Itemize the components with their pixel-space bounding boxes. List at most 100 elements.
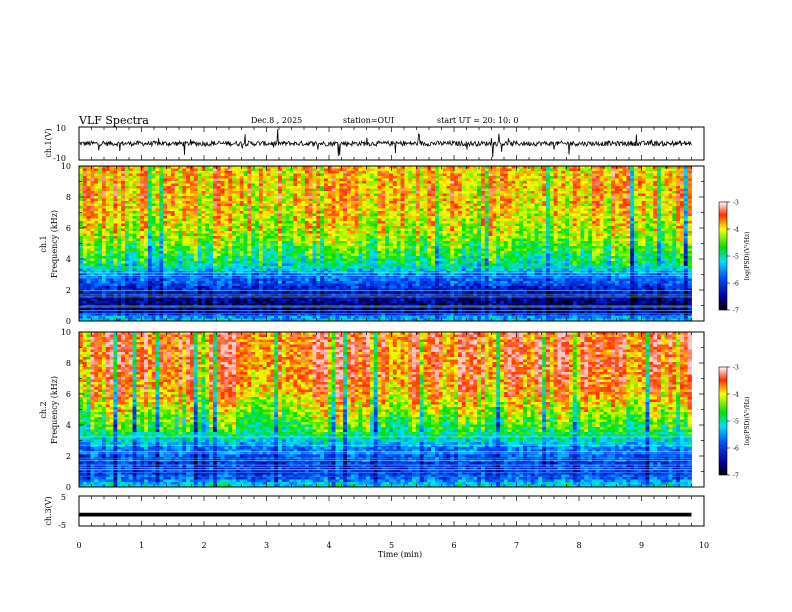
spectrogram-cell [209,224,213,227]
spectrogram-cell [186,244,190,247]
spectrogram-cell [370,266,374,269]
spectrogram-cell [270,271,274,274]
spectrogram-cell [328,259,332,262]
spectrogram-cell [136,206,140,209]
spectrogram-cell [113,216,117,219]
spectrogram-cell [374,181,378,184]
spectrogram-cell [270,296,274,299]
spectrogram-cell [335,269,339,272]
spectrogram-cell [106,236,110,239]
spectrogram-cell [110,284,114,287]
spectrogram-cell [236,179,240,182]
spectrogram-cell [374,199,378,202]
spectrogram-cell [286,306,290,309]
spectrogram-cell [129,249,133,252]
spectrogram-cell [328,214,332,217]
spectrogram-cell [113,289,117,292]
spectrogram-cell [98,231,102,234]
spectrogram-cell [90,301,94,304]
spectrogram-cell [125,179,129,182]
spectrogram-cell [113,209,117,212]
spectrogram-cell [293,306,297,309]
spectrogram-cell [320,271,324,274]
spectrogram-cell [240,229,244,232]
spectrogram-cell [297,191,301,194]
spectrogram-cell [224,246,228,249]
spectrogram-cell [335,174,339,177]
spectrogram-cell [328,236,332,239]
spectrogram-cell [117,194,121,197]
spectrogram-cell [320,306,324,309]
spectrogram-cell [240,169,244,172]
spectrogram-cell [255,284,259,287]
spectrogram-cell [240,276,244,279]
spectrogram-cell [163,281,167,284]
spectrogram-cell [121,171,125,174]
spectrogram-cell [366,266,370,269]
spectrogram-cell [309,234,313,237]
spectrogram-cell [358,236,362,239]
spectrogram-cell [167,181,171,184]
spectrogram-cell [378,224,382,227]
spectrogram-cell [293,249,297,252]
spectrogram-cell [202,209,206,212]
spectrogram-cell [309,226,313,229]
spectrogram-cell [224,276,228,279]
spectrogram-cell [113,219,117,222]
spectrogram-cell [362,239,366,242]
spectrogram-cell [362,286,366,289]
spectrogram-cell [293,204,297,207]
spectrogram-cell [90,179,94,182]
spectrogram-cell [171,301,175,304]
spectrogram-cell [171,216,175,219]
spectrogram-cell [221,249,225,252]
spectrogram-cell [305,271,309,274]
spectrogram-cell [343,264,347,267]
spectrogram-cell [259,289,263,292]
spectrogram-cell [133,289,137,292]
spectrogram-cell [263,206,267,209]
spectrogram-cell [309,231,313,234]
spectrogram-cell [316,284,320,287]
spectrogram-cell [205,179,209,182]
spectrogram-cell [209,306,213,309]
spectrogram-cell [182,199,186,202]
spectrogram-cell [121,179,125,182]
spectrogram-cell [267,276,271,279]
spectrogram-cell [301,229,305,232]
spectrogram-cell [190,291,194,294]
spectrogram-cell [370,296,374,299]
spectrogram-cell [194,209,198,212]
spectrogram-cell [144,289,148,292]
spectrogram-cell [144,316,148,319]
spectrogram-cell [171,196,175,199]
spectrogram-cell [255,224,259,227]
spectrogram-cell [90,234,94,237]
spectrogram-cell [332,206,336,209]
spectrogram-cell [217,279,221,282]
spectrogram-cell [205,316,209,319]
spectrogram-cell [213,214,217,217]
spectrogram-cell [163,179,167,182]
spectrogram-cell [167,209,171,212]
spectrogram-cell [236,261,240,264]
spectrogram-cell [270,216,274,219]
spectrogram-cell [366,199,370,202]
spectrogram-cell [236,239,240,242]
spectrogram-cell [313,179,317,182]
spectrogram-cell [236,281,240,284]
spectrogram-cell [362,209,366,212]
spectrogram-cell [362,279,366,282]
spectrogram-cell [293,244,297,247]
spectrogram-cell [316,209,320,212]
spectrogram-cell [167,276,171,279]
spectrogram-cell [87,169,91,172]
spectrogram-cell [213,259,217,262]
spectrogram-cell [274,216,278,219]
spectrogram-cell [347,206,351,209]
spectrogram-cell [351,214,355,217]
spectrogram-cell [305,179,309,182]
spectrogram-cell [228,266,232,269]
spectrogram-cell [221,214,225,217]
spectrogram-cell [320,174,324,177]
